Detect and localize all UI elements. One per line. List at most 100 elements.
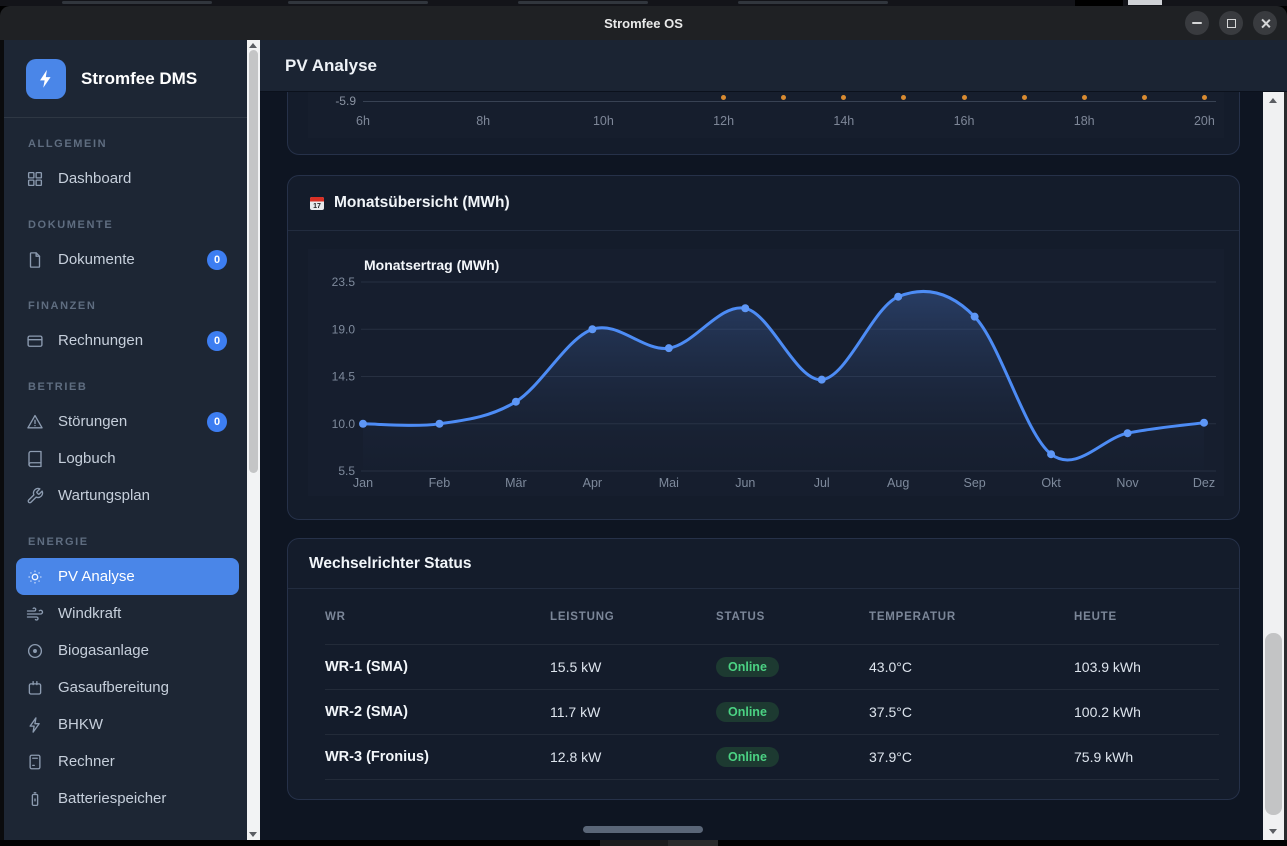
sidebar-scrollbar-thumb[interactable] [249, 50, 258, 473]
series-dot [841, 95, 846, 100]
table-cell: 37.5°C [869, 704, 1074, 720]
window-title: Stromfee OS [604, 16, 683, 31]
scroll-down-icon[interactable] [1269, 829, 1277, 834]
x-tick-label: 18h [1074, 114, 1095, 128]
sidebar: Stromfee DMS ALLGEMEINDashboardDOKUMENTE… [0, 40, 247, 840]
month-chart: 23.519.014.510.05.5JanFebMärAprMaiJunJul… [308, 249, 1224, 496]
x-tick-label: 20h [1194, 114, 1215, 128]
sidebar-item-pv-analyse[interactable]: PV Analyse [16, 558, 239, 595]
column-header: HEUTE [1074, 611, 1219, 623]
series-dot [1142, 95, 1147, 100]
count-badge: 0 [207, 250, 227, 270]
sidebar-item-rechner[interactable]: Rechner [16, 743, 239, 780]
scroll-up-icon[interactable] [249, 43, 257, 48]
main-area: PV Analyse -5.9 6h8h10h12h14h16h18h20h [260, 40, 1287, 840]
status-badge: Online [716, 657, 779, 677]
svg-text:Okt: Okt [1041, 476, 1061, 490]
wind-icon [26, 605, 44, 623]
table-cell: 43.0°C [869, 659, 1074, 675]
sidebar-scrollbar[interactable] [247, 40, 260, 840]
svg-text:Nov: Nov [1116, 476, 1139, 490]
month-overview-card: 17 Monatsübersicht (MWh) 23.519.014.510.… [287, 175, 1240, 520]
inverter-table: WRLEISTUNGSTATUSTEMPERATURHEUTE WR-1 (SM… [288, 589, 1239, 780]
table-row: WR-2 (SMA)11.7 kWOnline37.5°C100.2 kWh [325, 690, 1219, 735]
column-header: STATUS [716, 611, 869, 623]
x-tick-label: 14h [833, 114, 854, 128]
sidebar-item-label: Wartungsplan [58, 487, 150, 504]
calendar-icon: 17 [309, 195, 325, 211]
sidebar-item-label: Störungen [58, 413, 127, 430]
sidebar-item-label: Dokumente [58, 251, 135, 268]
maximize-button[interactable] [1219, 11, 1243, 35]
gas-container-icon [26, 679, 44, 697]
column-header: TEMPERATUR [869, 611, 1074, 623]
inverter-table-rows: WR-1 (SMA)15.5 kWOnline43.0°C103.9 kWhWR… [325, 645, 1219, 780]
sidebar-item-windkraft[interactable]: Windkraft [16, 595, 239, 632]
x-tick-label: 6h [356, 114, 370, 128]
main-scrollbar-thumb[interactable] [1265, 633, 1282, 815]
table-cell: 12.8 kW [550, 749, 716, 765]
svg-text:14.5: 14.5 [332, 370, 356, 384]
sidebar-item-rechnungen[interactable]: Rechnungen 0 [16, 322, 239, 359]
sidebar-item-label: BHKW [58, 716, 103, 733]
minimize-button[interactable] [1185, 11, 1209, 35]
page-header: PV Analyse [260, 40, 1287, 92]
page-title: PV Analyse [285, 56, 377, 76]
sidebar-item-label: Gasaufbereitung [58, 679, 169, 696]
x-tick-label: 16h [954, 114, 975, 128]
inverter-card-header: Wechselrichter Status [288, 539, 1239, 589]
table-cell: 15.5 kW [550, 659, 716, 675]
titlebar[interactable]: Stromfee OS [0, 6, 1287, 40]
document-icon [26, 251, 44, 269]
series-dot [721, 95, 726, 100]
sidebar-item-label: Windkraft [58, 605, 121, 622]
bottom-strip [0, 840, 1287, 846]
column-header: LEISTUNG [550, 611, 716, 623]
main-scrollbar[interactable] [1263, 92, 1287, 840]
sidebar-item-wartungsplan[interactable]: Wartungsplan [16, 477, 239, 514]
scroll-down-icon[interactable] [249, 832, 257, 837]
sidebar-item-bhkw[interactable]: BHKW [16, 706, 239, 743]
sidebar-item-störungen[interactable]: Störungen0 [16, 403, 239, 440]
sidebar-item-logbuch[interactable]: Logbuch [16, 440, 239, 477]
lightning-bolt-icon [26, 59, 66, 99]
x-tick-label: 8h [476, 114, 490, 128]
svg-text:Jun: Jun [735, 476, 755, 490]
app-body: Stromfee DMS ALLGEMEINDashboardDOKUMENTE… [0, 40, 1287, 840]
brand-name: Stromfee DMS [81, 69, 197, 89]
table-cell: 75.9 kWh [1074, 749, 1219, 765]
sidebar-item-label: Rechnungen [58, 332, 143, 349]
svg-text:Sep: Sep [964, 476, 986, 490]
svg-text:Dez: Dez [1193, 476, 1215, 490]
table-row: WR-3 (Fronius)12.8 kWOnline37.9°C75.9 kW… [325, 735, 1219, 780]
svg-text:Mär: Mär [505, 476, 527, 490]
sidebar-item-batteriespeicher[interactable]: Batteriespeicher [16, 780, 239, 817]
horizontal-scrollbar-thumb[interactable] [583, 826, 703, 833]
sidebar-item-label: Rechner [58, 753, 115, 770]
table-cell: 103.9 kWh [1074, 659, 1219, 675]
x-tick-label: 10h [593, 114, 614, 128]
section-label: BETRIEB [28, 381, 247, 393]
svg-text:Jan: Jan [353, 476, 373, 490]
inverter-status-card: Wechselrichter Status WRLEISTUNGSTATUSTE… [287, 538, 1240, 800]
series-dot [1082, 95, 1087, 100]
count-badge: 0 [207, 331, 227, 351]
sidebar-item-dashboard[interactable]: Dashboard [16, 160, 239, 197]
svg-text:10.0: 10.0 [332, 417, 356, 431]
table-cell: 11.7 kW [550, 704, 716, 720]
sidebar-item-dokumente[interactable]: Dokumente 0 [16, 241, 239, 278]
svg-text:Feb: Feb [429, 476, 451, 490]
sidebar-item-biogasanlage[interactable]: Biogasanlage [16, 632, 239, 669]
close-button[interactable] [1253, 11, 1277, 35]
series-dot [1022, 95, 1027, 100]
status-cell: Online [716, 747, 869, 767]
minimize-icon [1192, 22, 1202, 24]
sidebar-item-label: PV Analyse [58, 568, 135, 585]
series-dot [781, 95, 786, 100]
svg-text:Apr: Apr [583, 476, 602, 490]
brand: Stromfee DMS [4, 40, 247, 118]
sidebar-item-gasaufbereitung[interactable]: Gasaufbereitung [16, 669, 239, 706]
svg-text:17: 17 [313, 203, 321, 210]
status-badge: Online [716, 747, 779, 767]
scroll-up-icon[interactable] [1269, 98, 1277, 103]
